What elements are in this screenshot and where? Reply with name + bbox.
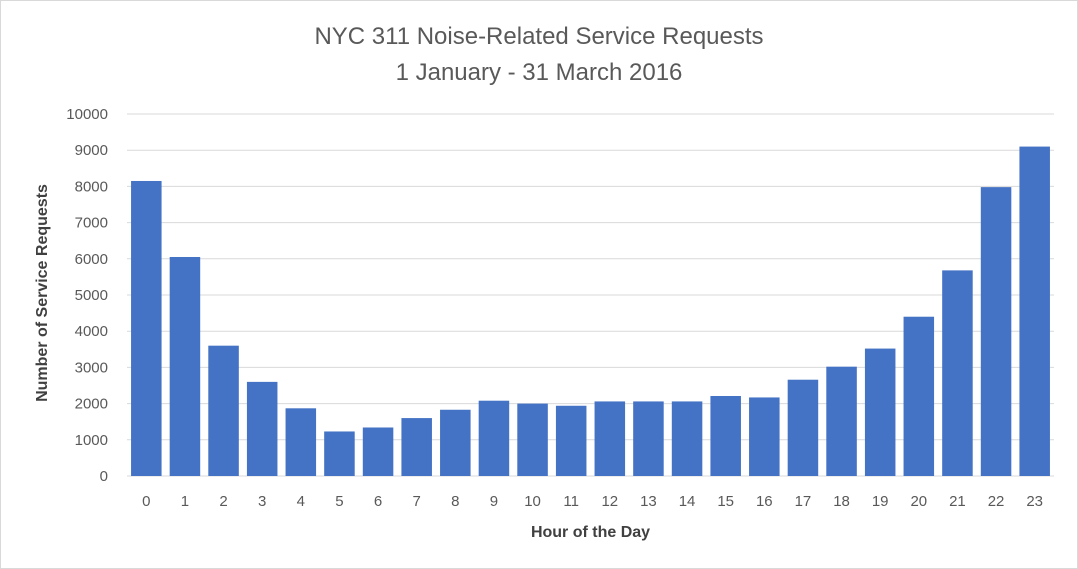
y-axis-ticks: 0 1000 2000 3000 4000 5000 6000 7000 8000 9000 100… [66, 106, 108, 485]
x-tick-label: 19 [872, 493, 889, 510]
x-tick-label: 6 [374, 493, 382, 510]
x-tick-label: 7 [413, 493, 421, 510]
bar-hour-21 [942, 270, 973, 476]
x-axis-ticks: 0 1 2 3 4 5 6 7 8 9 10 11 12 13 14 15 16 17 18 19 20 21 22 23 [142, 493, 1043, 510]
bar-hour-14 [671, 401, 703, 476]
x-tick-label: 16 [756, 493, 773, 510]
y-tick-label: 7000 [75, 215, 108, 232]
bar-hour-7 [401, 418, 432, 476]
y-tick-label: 10000 [66, 106, 108, 123]
x-tick-label: 5 [335, 493, 343, 510]
x-tick-label: 18 [833, 493, 850, 510]
x-tick-label: 11 [563, 493, 579, 510]
bar-hour-15 [710, 395, 741, 476]
x-tick-label: 20 [910, 493, 927, 510]
x-tick-label: 10 [524, 493, 541, 510]
bar-hour-9 [478, 400, 510, 476]
bar-hour-4 [285, 408, 317, 476]
y-tick-label: 3000 [75, 359, 108, 376]
y-tick-label: 1000 [75, 432, 108, 449]
x-tick-label: 15 [717, 493, 734, 510]
bar-hour-3 [246, 381, 278, 476]
bar-hour-17 [787, 379, 819, 476]
gridlines [127, 113, 1054, 477]
y-tick-label: 5000 [75, 287, 108, 304]
bar-hour-20 [903, 316, 935, 476]
bar-hour-11 [555, 405, 587, 476]
bar-hour-22 [980, 187, 1012, 476]
x-tick-label: 3 [258, 493, 266, 510]
x-tick-label: 14 [679, 493, 696, 510]
bars [131, 146, 1050, 476]
x-tick-label: 12 [601, 493, 618, 510]
y-tick-label: 9000 [75, 142, 108, 159]
bar-hour-10 [517, 403, 548, 476]
bar-hour-0 [131, 180, 162, 476]
bar-hour-13 [633, 401, 664, 476]
y-tick-label: 4000 [75, 323, 108, 340]
x-tick-label: 21 [949, 493, 966, 510]
x-tick-label: 8 [451, 493, 459, 510]
bar-hour-2 [208, 345, 239, 476]
bar-hour-5 [324, 431, 355, 476]
bar-hour-8 [440, 409, 471, 476]
y-tick-label: 0 [100, 468, 108, 485]
bar-hour-6 [362, 427, 394, 476]
x-tick-label: 13 [640, 493, 657, 510]
chart-subtitle: 1 January - 31 March 2016 [395, 59, 683, 86]
x-tick-label: 22 [988, 493, 1005, 510]
bar-hour-12 [594, 401, 626, 476]
chart-title: NYC 311 Noise-Related Service Requests [314, 23, 764, 50]
bar-hour-23 [1019, 146, 1050, 476]
bar-hour-1 [169, 256, 201, 476]
x-axis-title: Hour of the Day [531, 524, 650, 541]
y-tick-label: 6000 [75, 251, 108, 268]
bar-hour-18 [826, 366, 857, 476]
x-tick-label: 2 [219, 493, 227, 510]
bar-hour-16 [749, 397, 780, 476]
y-axis-title: Number of Service Requests [34, 184, 51, 402]
x-tick-label: 1 [181, 493, 189, 510]
x-tick-label: 17 [795, 493, 812, 510]
x-tick-label: 9 [490, 493, 498, 510]
x-tick-label: 4 [297, 493, 305, 510]
y-tick-label: 2000 [75, 396, 108, 413]
bar-hour-19 [864, 348, 896, 476]
y-tick-label: 8000 [75, 178, 108, 195]
x-tick-label: 23 [1026, 493, 1043, 510]
x-tick-label: 0 [142, 493, 150, 510]
